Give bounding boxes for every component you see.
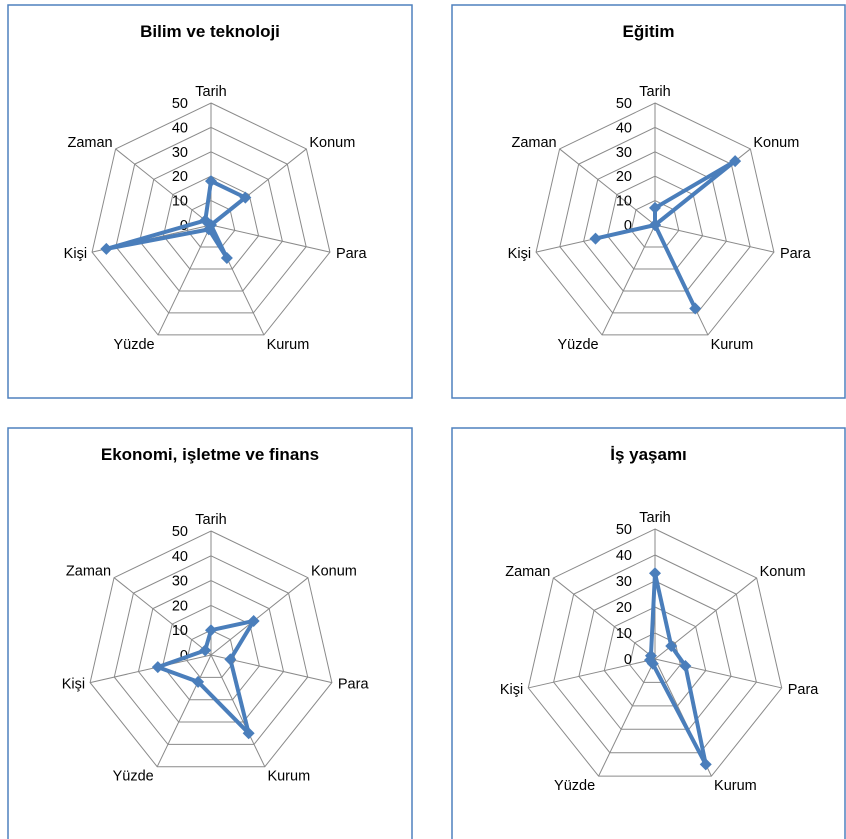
category-label-kisi: Kişi: [508, 246, 531, 262]
tick-label: 40: [172, 549, 188, 565]
chart-frame: [452, 5, 845, 398]
category-label-konum: Konum: [311, 564, 357, 580]
tick-label: 0: [624, 652, 632, 668]
category-label-kurum: Kurum: [267, 769, 310, 785]
tick-label: 20: [616, 600, 632, 616]
chart-title: Ekonomi, işletme ve finans: [101, 445, 319, 464]
radar-chart-3: Ekonomi, işletme ve finans01020304050Tar…: [8, 428, 412, 839]
tick-label: 10: [616, 194, 632, 210]
chart-title: İş yaşamı: [610, 445, 687, 464]
category-label-yuzde: Yüzde: [113, 769, 154, 785]
category-label-tarih: Tarih: [639, 84, 670, 100]
category-label-yuzde: Yüzde: [558, 337, 599, 353]
tick-label: 30: [616, 145, 632, 161]
category-label-zaman: Zaman: [66, 564, 111, 580]
tick-label: 20: [172, 598, 188, 614]
category-label-konum: Konum: [309, 135, 355, 151]
tick-label: 10: [616, 626, 632, 642]
category-label-konum: Konum: [753, 135, 799, 151]
tick-label: 40: [172, 120, 188, 136]
category-label-para: Para: [788, 682, 820, 698]
tick-label: 20: [616, 169, 632, 185]
category-label-para: Para: [338, 677, 370, 693]
chart-title: Bilim ve teknoloji: [140, 22, 280, 41]
tick-label: 30: [172, 145, 188, 161]
category-label-tarih: Tarih: [195, 512, 226, 528]
category-label-zaman: Zaman: [67, 135, 112, 151]
category-label-para: Para: [780, 246, 812, 262]
category-label-kisi: Kişi: [64, 246, 87, 262]
category-label-zaman: Zaman: [511, 135, 556, 151]
tick-label: 10: [172, 623, 188, 639]
chart-frame: [452, 428, 845, 839]
category-label-kurum: Kurum: [267, 337, 310, 353]
tick-label: 20: [172, 169, 188, 185]
category-label-para: Para: [336, 246, 368, 262]
category-label-kurum: Kurum: [711, 337, 754, 353]
tick-label: 50: [172, 96, 188, 112]
tick-label: 40: [616, 548, 632, 564]
tick-label: 30: [616, 574, 632, 590]
tick-label: 10: [172, 194, 188, 210]
tick-label: 50: [172, 524, 188, 540]
category-label-tarih: Tarih: [195, 84, 226, 100]
tick-label: 40: [616, 120, 632, 136]
tick-label: 50: [616, 96, 632, 112]
tick-label: 30: [172, 574, 188, 590]
radar-chart-1: Bilim ve teknoloji01020304050TarihKonumP…: [8, 5, 412, 398]
category-label-yuzde: Yüzde: [114, 337, 155, 353]
category-label-yuzde: Yüzde: [554, 778, 595, 794]
radar-chart-2: Eğitim 0 10 20 30 40 50 Tarih Konum Para Kurum Yüzd…: [452, 5, 845, 398]
category-label-kurum: Kurum: [714, 778, 757, 794]
category-label-kisi: Kişi: [62, 677, 85, 693]
category-label-konum: Konum: [760, 564, 806, 580]
chart-title: Eğitim: [623, 22, 675, 41]
tick-label: 50: [616, 522, 632, 538]
radar-chart-4: İş yaşamı 0 10 20 30 40 50 Tarih Konum Para Kurum Y…: [452, 428, 845, 839]
category-label-tarih: Tarih: [639, 510, 670, 526]
category-label-kisi: Kişi: [500, 682, 523, 698]
category-label-zaman: Zaman: [505, 564, 550, 580]
